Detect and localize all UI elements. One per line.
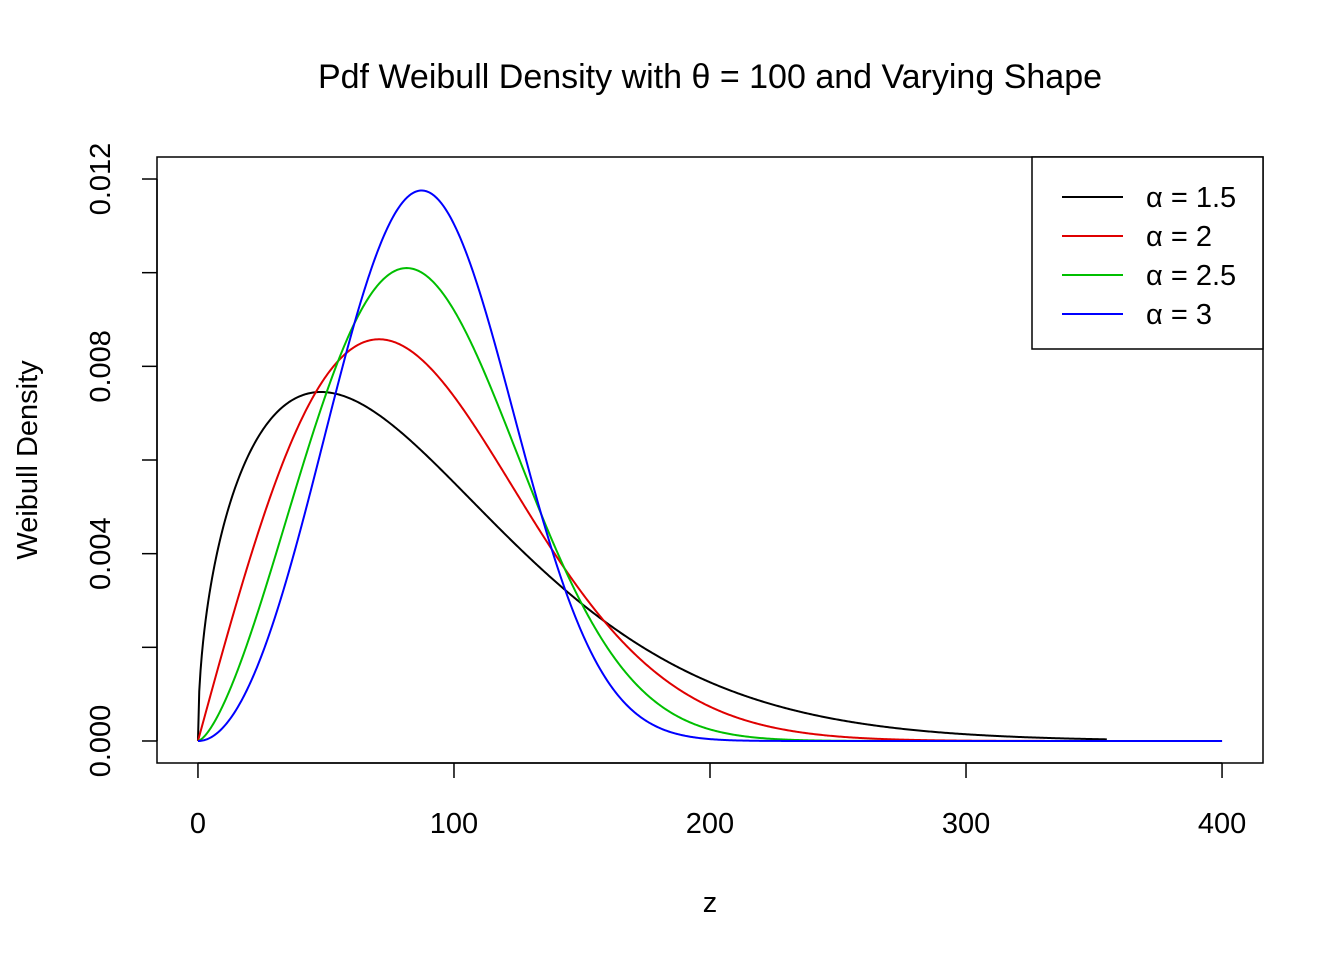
legend: α = 1.5 α = 2 α = 2.5 α = 3	[1031, 156, 1264, 350]
x-tick-label: 300	[942, 808, 990, 840]
x-axis-label: z	[703, 887, 718, 919]
legend-label: α = 2.5	[1146, 260, 1236, 292]
y-tick-label: 0.000	[85, 705, 117, 778]
x-tick-label: 200	[686, 808, 734, 840]
x-tick-label: 100	[430, 808, 478, 840]
series-line-4	[197, 189, 1223, 742]
chart-title: Pdf Weibull Density with θ = 100 and Var…	[318, 58, 1102, 96]
y-tick-label: 0.004	[85, 517, 117, 590]
y-axis: 0.000 0.004 0.008 0.012	[85, 143, 158, 778]
legend-label: α = 2	[1146, 221, 1212, 253]
y-axis-label: Weibull Density	[12, 360, 44, 560]
legend-label: α = 3	[1146, 299, 1212, 331]
legend-box	[1031, 156, 1264, 350]
series-layer	[196, 189, 1223, 742]
series-line-1	[196, 390, 1107, 742]
y-tick-label: 0.012	[85, 143, 117, 216]
x-tick-label: 0	[190, 808, 206, 840]
y-tick-label: 0.008	[85, 330, 117, 403]
x-axis: 0 100 200 300 400	[190, 762, 1246, 840]
x-tick-label: 400	[1198, 808, 1246, 840]
legend-label: α = 1.5	[1146, 182, 1236, 214]
